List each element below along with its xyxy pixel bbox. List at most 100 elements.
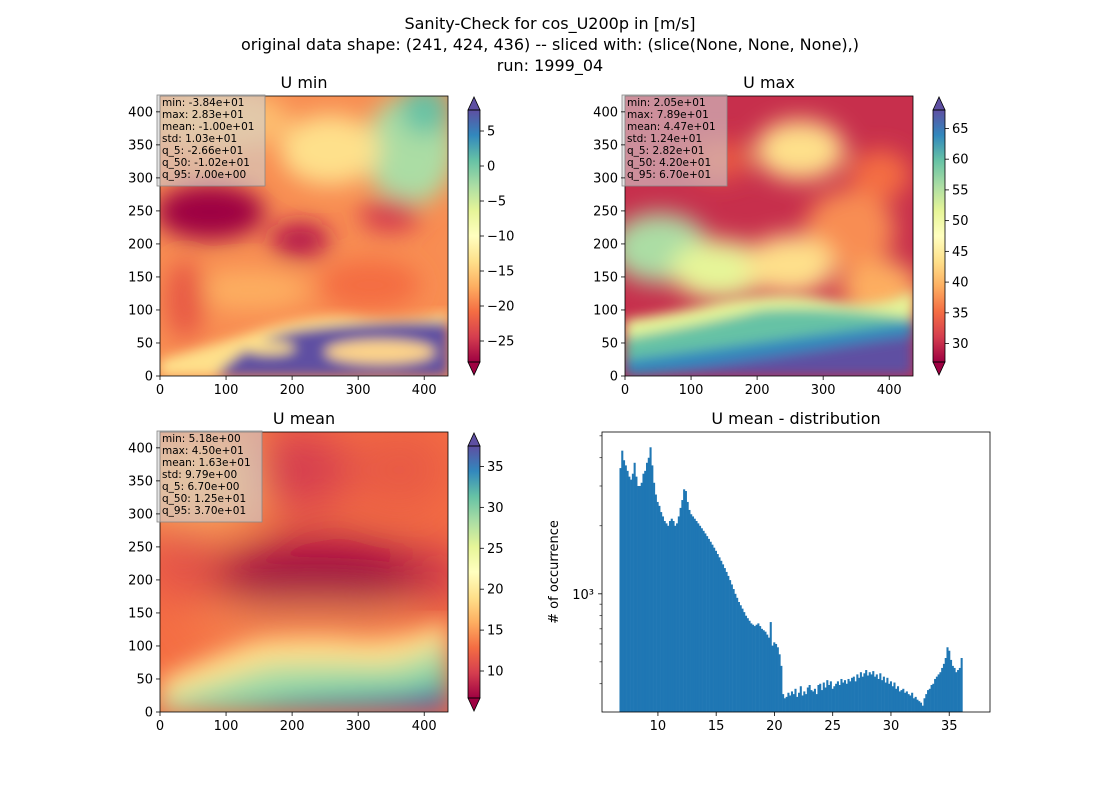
x-tick-label: 400 <box>412 383 437 398</box>
histogram-bar <box>957 670 960 712</box>
histogram-bar <box>796 696 799 712</box>
histogram-bar <box>624 465 627 712</box>
histogram-bar <box>663 520 666 712</box>
panel-title-distribution: U mean - distribution <box>711 409 880 428</box>
histogram-bar <box>852 676 855 712</box>
histogram-bar <box>927 690 930 712</box>
histogram-bar <box>660 512 663 712</box>
histogram-bar <box>644 470 647 712</box>
histogram-bar <box>794 688 797 712</box>
stat-line: max: 2.83e+01 <box>162 109 244 121</box>
stats-box-u-min: min: -3.84e+01 max: 2.83e+01 mean: -1.00… <box>156 94 266 187</box>
x-tick-label: 35 <box>941 719 958 734</box>
stat-line: min: -3.84e+01 <box>162 97 244 109</box>
histogram-bar <box>865 670 868 712</box>
histogram-bar <box>868 672 871 712</box>
histogram-bar <box>822 682 825 712</box>
histogram-bar <box>856 674 859 712</box>
histogram-bar <box>872 671 875 712</box>
histogram-bar <box>893 682 896 712</box>
stat-line: q_95: 7.00e+00 <box>162 169 246 181</box>
histogram-bar <box>741 608 744 712</box>
histogram-bar <box>693 518 696 712</box>
colorbar-tick-label: −10 <box>487 230 514 245</box>
stat-line: std: 9.79e+00 <box>162 469 237 481</box>
histogram-bar <box>661 516 664 712</box>
colorbar-tick-label: −15 <box>487 265 514 280</box>
stat-line: max: 7.89e+01 <box>627 109 709 121</box>
histogram-bar <box>925 694 928 712</box>
histogram-bar <box>820 690 824 712</box>
histogram-bar <box>863 673 866 712</box>
histogram-bar <box>948 650 951 712</box>
histogram-bar <box>787 692 790 712</box>
axes-frame-u-min <box>159 95 449 377</box>
y-tick-label: 400 <box>128 441 153 456</box>
histogram-bar <box>843 680 847 712</box>
x-tick-label: 300 <box>346 383 371 398</box>
histogram-bar <box>723 568 726 712</box>
y-tick-label: 300 <box>128 171 153 186</box>
figure-title-line-3: run: 1999_04 <box>497 56 603 76</box>
histogram-bar <box>875 674 878 712</box>
colorbar-tick-label: 0 <box>487 160 495 175</box>
stats-box-u-mean: min: 5.18e+00 max: 4.50e+01 mean: 1.63e+… <box>156 430 263 523</box>
histogram-bar <box>640 482 643 712</box>
histogram-bar <box>799 686 802 712</box>
stat-line: mean: -1.00e+01 <box>162 121 254 133</box>
histogram-bar <box>630 479 633 712</box>
histogram-bar <box>778 654 781 712</box>
y-tick-label: 100 <box>128 303 153 318</box>
histogram-bar <box>900 690 903 712</box>
y-tick-label: 150 <box>128 606 153 621</box>
histogram-bar <box>805 694 808 712</box>
histogram-bar <box>789 695 792 712</box>
histogram-bar <box>658 505 661 712</box>
panel-u-mean-distribution: U mean - distribution 10 15 20 25 30 35 10³ # … <box>547 409 991 734</box>
histogram-bar <box>849 681 852 712</box>
histogram-bar <box>681 500 684 712</box>
histogram-bar <box>732 589 735 712</box>
heatmap-image-u-min <box>160 96 448 376</box>
histogram-bar <box>679 507 682 712</box>
histogram-bar <box>919 702 923 712</box>
histogram-bar <box>942 663 946 712</box>
colorbar-tick-label: 35 <box>487 460 504 475</box>
histogram-bar <box>653 482 656 712</box>
axis-ticks-u-mean: 0 100 200 300 400 0 50 100 150 200 250 300 350 400 <box>128 441 436 734</box>
histogram-bar <box>690 514 693 712</box>
histogram-bar <box>898 691 901 712</box>
x-tick-label: 200 <box>280 383 305 398</box>
y-tick-label: 350 <box>128 138 153 153</box>
histogram-bar <box>934 678 937 712</box>
histogram-bar <box>866 675 870 712</box>
histogram-bar <box>746 618 749 712</box>
histogram-bar <box>935 676 938 712</box>
histogram-bar <box>706 536 709 712</box>
histogram-bar <box>896 686 900 712</box>
histogram-bar <box>914 696 917 712</box>
y-tick-label: 300 <box>593 171 618 186</box>
histogram-bar <box>686 501 689 712</box>
histogram-bar <box>727 575 730 712</box>
histogram-bar <box>739 605 742 712</box>
histogram-bar <box>918 701 921 712</box>
y-tick-label: 100 <box>593 303 618 318</box>
x-tick-label: 100 <box>679 383 704 398</box>
y-tick-label: 50 <box>136 336 153 351</box>
histogram-bar <box>647 457 650 712</box>
histogram-bar <box>748 620 751 712</box>
histogram-bar <box>939 672 942 712</box>
histogram-bar <box>932 683 935 712</box>
histogram-bar <box>909 695 912 712</box>
histogram-bar <box>950 659 953 712</box>
histogram-bar <box>759 626 762 712</box>
y-tick-label: 0 <box>145 706 153 721</box>
histogram-bar <box>769 622 772 712</box>
stat-line: q_95: 3.70e+01 <box>162 505 246 517</box>
histogram-bar <box>842 682 845 712</box>
histogram-bar <box>813 688 816 712</box>
histogram-bar <box>697 523 700 712</box>
panel-title-u-min: U min <box>281 73 328 92</box>
